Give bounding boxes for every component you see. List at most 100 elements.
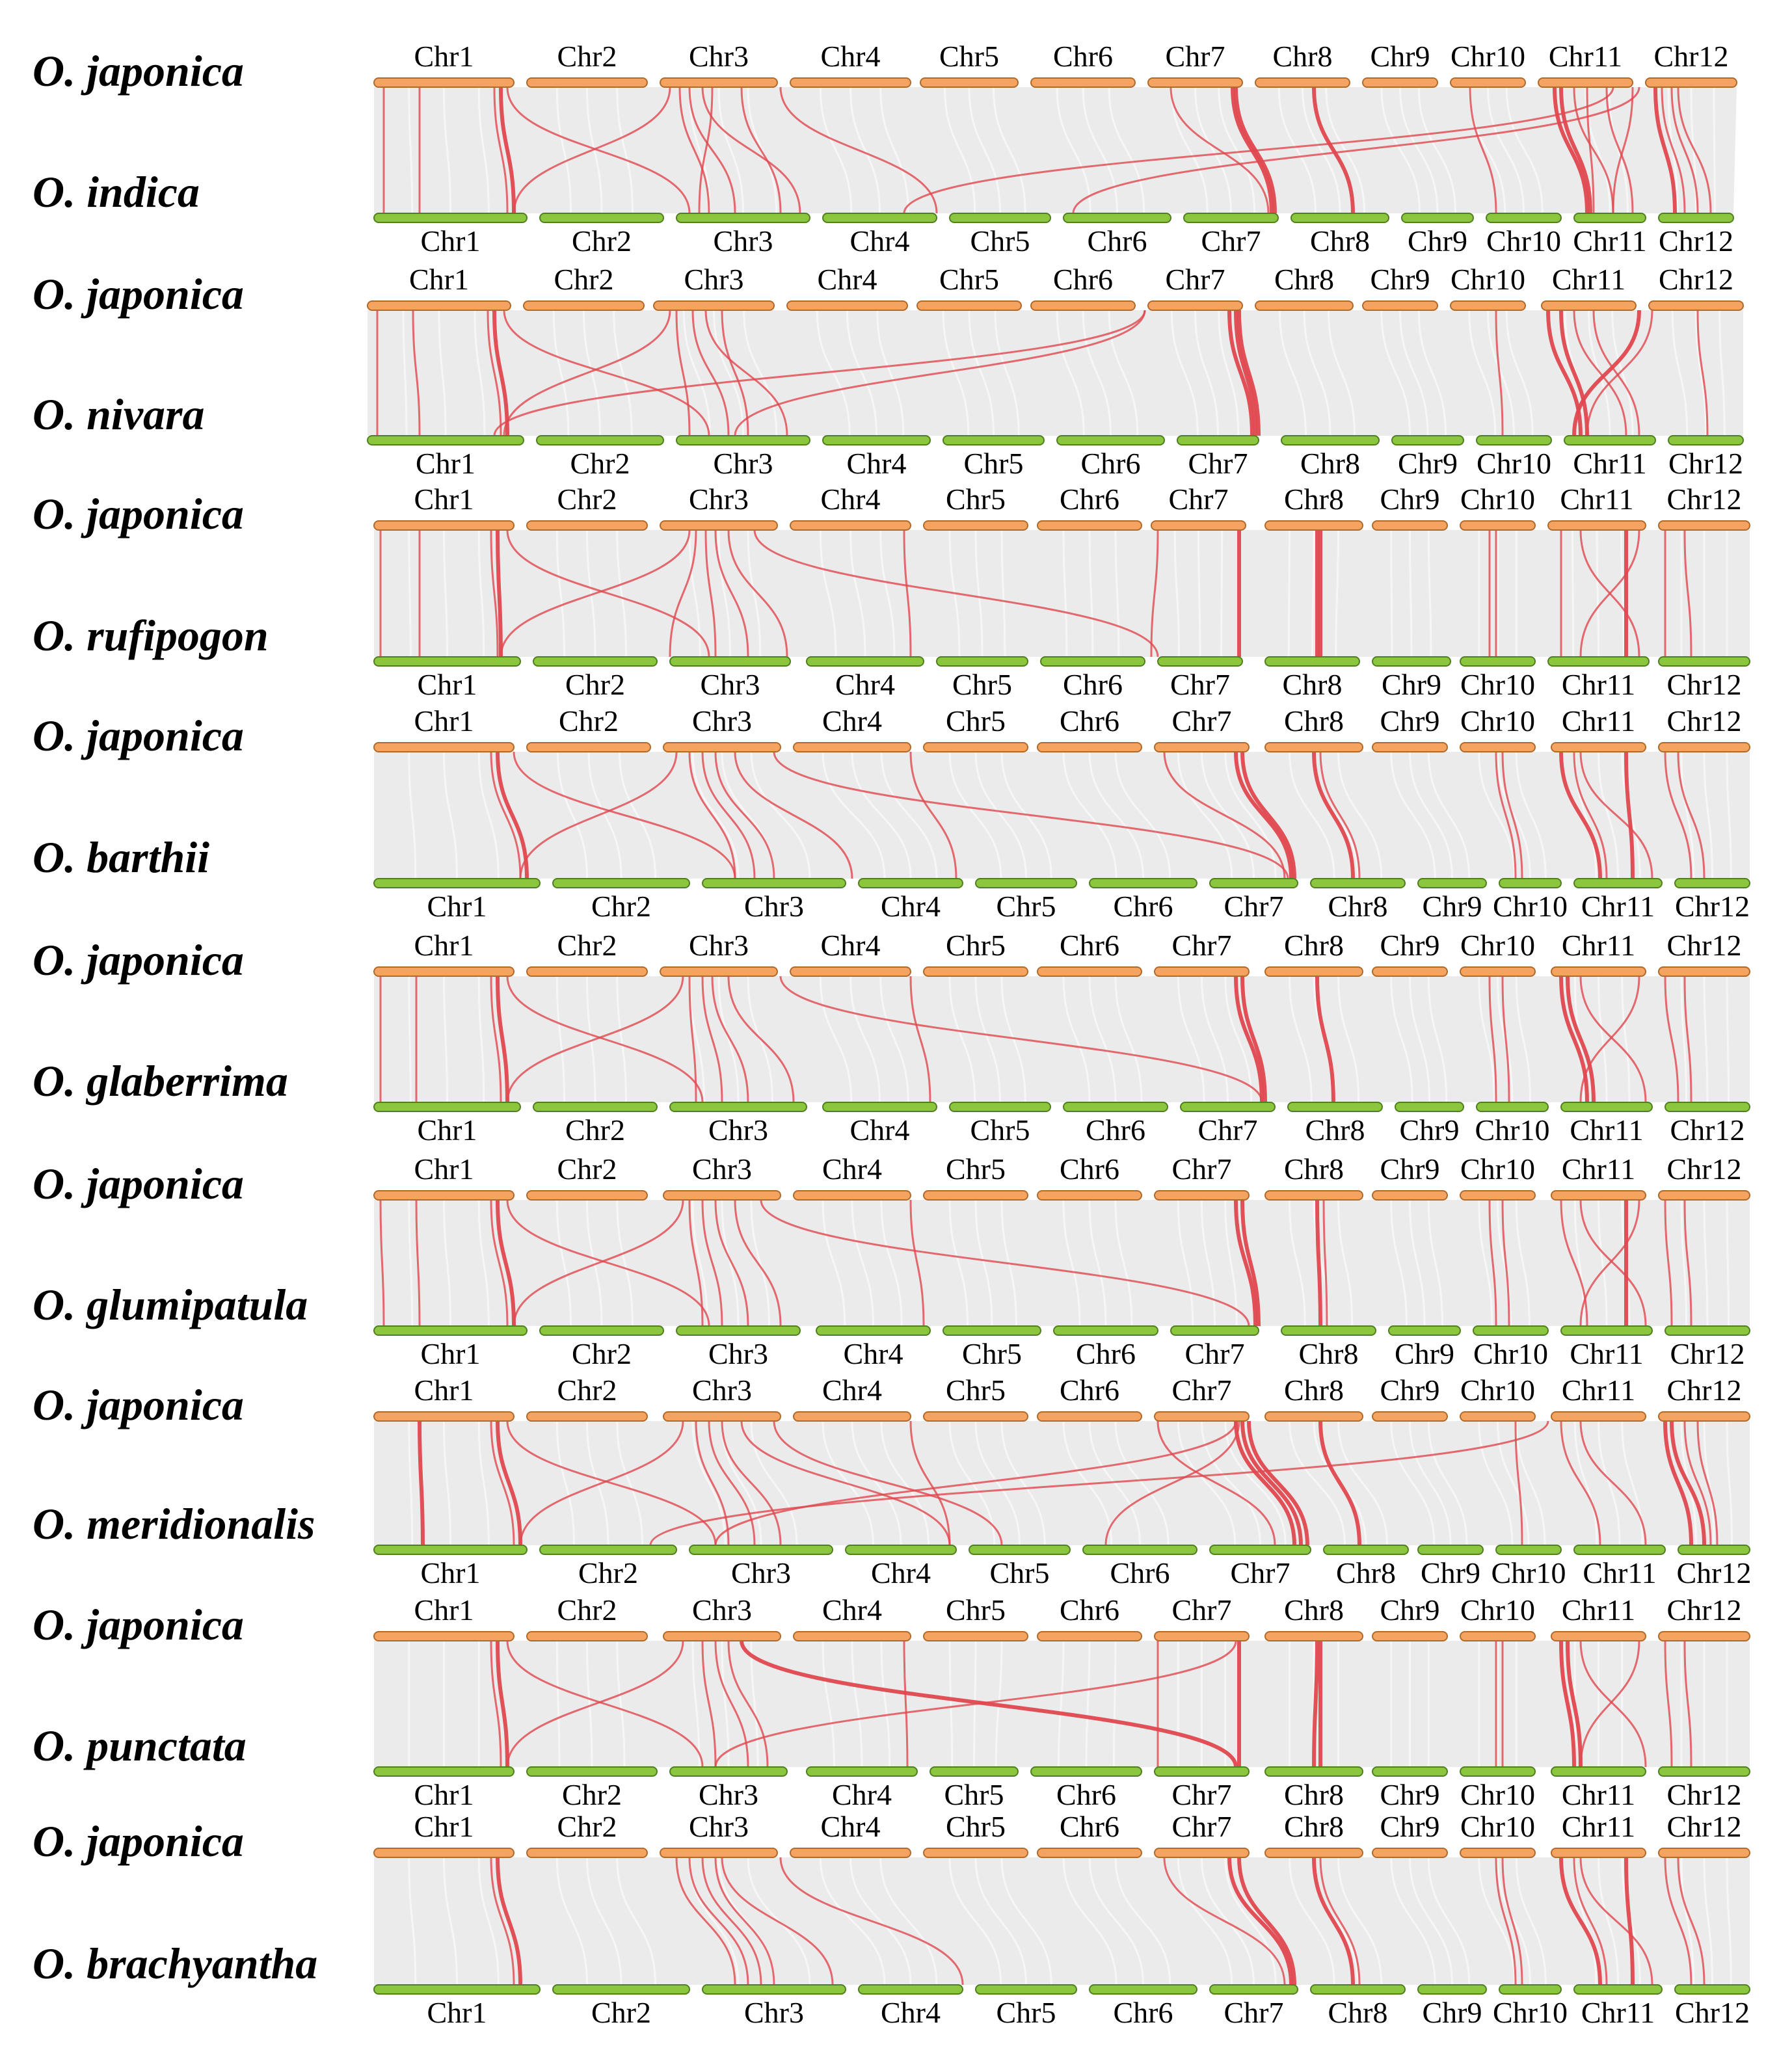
background-link xyxy=(1000,529,1006,657)
reference-species-label: O. japonica xyxy=(33,711,244,760)
background-link xyxy=(1088,1199,1107,1327)
bottom-chromosome-bar xyxy=(533,656,658,667)
top-chromosome-bar xyxy=(663,1631,781,1641)
background-link xyxy=(822,1640,835,1768)
duplicated-gene-link xyxy=(1559,310,1589,436)
background-link xyxy=(1088,976,1117,1103)
duplicated-gene-link xyxy=(708,1420,756,1546)
top-chromosome-label: Chr6 xyxy=(1060,1593,1119,1627)
synteny-panel: Chr1 Chr2 Chr3 Chr4 Chr5 Chr6 Chr7 Chr8 Chr9 Chr1… xyxy=(33,1374,1752,1589)
top-chromosome-label: Chr2 xyxy=(557,929,617,962)
top-chromosome-bar xyxy=(1037,1190,1142,1201)
background-link xyxy=(586,1640,593,1768)
duplication-links xyxy=(490,1640,1692,1768)
bottom-chromosome-label: Chr3 xyxy=(708,1337,768,1370)
top-chromosome-bar xyxy=(1460,1848,1536,1858)
top-chromosome-label: Chr9 xyxy=(1380,1810,1440,1843)
top-chromosome-bar xyxy=(660,966,778,977)
duplicated-gene-link xyxy=(727,529,788,657)
top-chromosome-label: Chr3 xyxy=(689,483,749,516)
top-chromosome-label: Chr2 xyxy=(559,704,619,737)
duplicated-gene-link xyxy=(675,310,691,436)
bottom-chromosome-label: Chr5 xyxy=(996,890,1056,923)
background-link xyxy=(1114,529,1120,657)
background-link xyxy=(1056,86,1091,214)
background-link xyxy=(691,751,740,879)
duplicated-gene-link xyxy=(492,310,509,436)
top-chromosome-bar xyxy=(1151,520,1246,531)
top-chromosome-bar xyxy=(1460,966,1536,977)
bottom-chromosome-bar xyxy=(975,1984,1077,1995)
bottom-chromosome-bar xyxy=(1388,1325,1461,1336)
bottom-chromosome-label: Chr2 xyxy=(591,1996,651,2029)
background-link xyxy=(1680,1199,1687,1327)
background-link xyxy=(1114,1857,1171,1986)
bottom-chromosome-label: Chr9 xyxy=(1423,890,1482,923)
top-chromosome-label: Chr3 xyxy=(692,1152,752,1186)
duplicated-gene-link xyxy=(1579,976,1647,1103)
duplicated-gene-link xyxy=(1612,86,1634,214)
bottom-chromosome-label: Chr4 xyxy=(844,1337,903,1370)
reference-species-label: O. japonica xyxy=(33,46,244,96)
duplicated-gene-link xyxy=(714,1420,1237,1546)
background-link xyxy=(586,1420,609,1546)
duplicated-gene-link xyxy=(1546,310,1583,436)
background-link xyxy=(1427,976,1448,1103)
background-link xyxy=(948,1857,1002,1986)
bottom-chromosome-label: Chr5 xyxy=(952,668,1012,701)
bottom-chromosome-label: Chr1 xyxy=(421,1337,481,1370)
duplicated-gene-link xyxy=(701,751,756,879)
duplicated-gene-link xyxy=(1624,751,1635,879)
bottom-chromosome-bar xyxy=(669,1766,788,1777)
duplicated-gene-link xyxy=(1559,751,1602,879)
duplicated-gene-link xyxy=(490,1199,509,1327)
duplicated-gene-link xyxy=(496,1420,522,1546)
bottom-chromosome-bar xyxy=(975,878,1077,888)
background-link xyxy=(477,529,485,657)
background-link xyxy=(1399,86,1439,214)
background-link xyxy=(691,1640,701,1768)
bottom-chromosome-label: Chr12 xyxy=(1675,1996,1750,2029)
duplicated-gene-link xyxy=(688,86,736,214)
background-link xyxy=(1325,86,1365,214)
top-chromosome-bar xyxy=(1551,966,1646,977)
top-chromosome-label: Chr9 xyxy=(1371,40,1430,73)
bottom-chromosome-label: Chr5 xyxy=(970,1113,1030,1147)
bottom-chromosome-label: Chr4 xyxy=(835,668,895,701)
duplicated-gene-link xyxy=(513,1199,684,1327)
background-link xyxy=(717,529,731,657)
duplicated-gene-link xyxy=(1315,976,1335,1103)
bottom-chromosome-label: Chr5 xyxy=(944,1778,1004,1811)
top-chromosome-bar xyxy=(1372,1848,1448,1858)
top-chromosome-bar xyxy=(1147,300,1243,311)
background-link xyxy=(1703,751,1713,879)
top-chromosome-label: Chr11 xyxy=(1562,1810,1635,1843)
duplication-links xyxy=(379,1199,1692,1327)
top-chromosome-label: Chr8 xyxy=(1284,704,1344,737)
background-link xyxy=(750,751,811,879)
bottom-chromosome-bar xyxy=(1089,1984,1197,1995)
bottom-chromosome-label: Chr6 xyxy=(1114,890,1173,923)
bottom-chromosome-bar xyxy=(539,1545,677,1555)
top-chromosome-label: Chr5 xyxy=(946,1152,1006,1186)
duplicated-gene-link xyxy=(714,1640,1237,1768)
bottom-chromosome-bar xyxy=(858,1984,963,1995)
top-chromosome-bar xyxy=(1372,742,1448,752)
bottom-chromosome-bar xyxy=(1551,1766,1646,1777)
background-link xyxy=(1194,310,1219,436)
background-links xyxy=(408,86,1716,214)
background-link xyxy=(1718,310,1726,436)
duplicated-gene-link xyxy=(1227,310,1254,436)
top-chromosome-label: Chr1 xyxy=(414,483,474,516)
top-chromosome-label: Chr6 xyxy=(1060,929,1119,962)
top-chromosome-label: Chr6 xyxy=(1060,1374,1119,1407)
bottom-chromosome-bar xyxy=(1658,656,1750,667)
duplicated-gene-link xyxy=(678,86,710,214)
background-link xyxy=(1515,751,1547,879)
background-link xyxy=(879,86,909,214)
background-link xyxy=(691,1199,708,1327)
bottom-chromosome-label: Chr12 xyxy=(1677,1556,1752,1589)
background-link xyxy=(1573,1420,1598,1546)
background-link xyxy=(721,1199,740,1327)
duplicated-gene-link xyxy=(779,86,938,214)
